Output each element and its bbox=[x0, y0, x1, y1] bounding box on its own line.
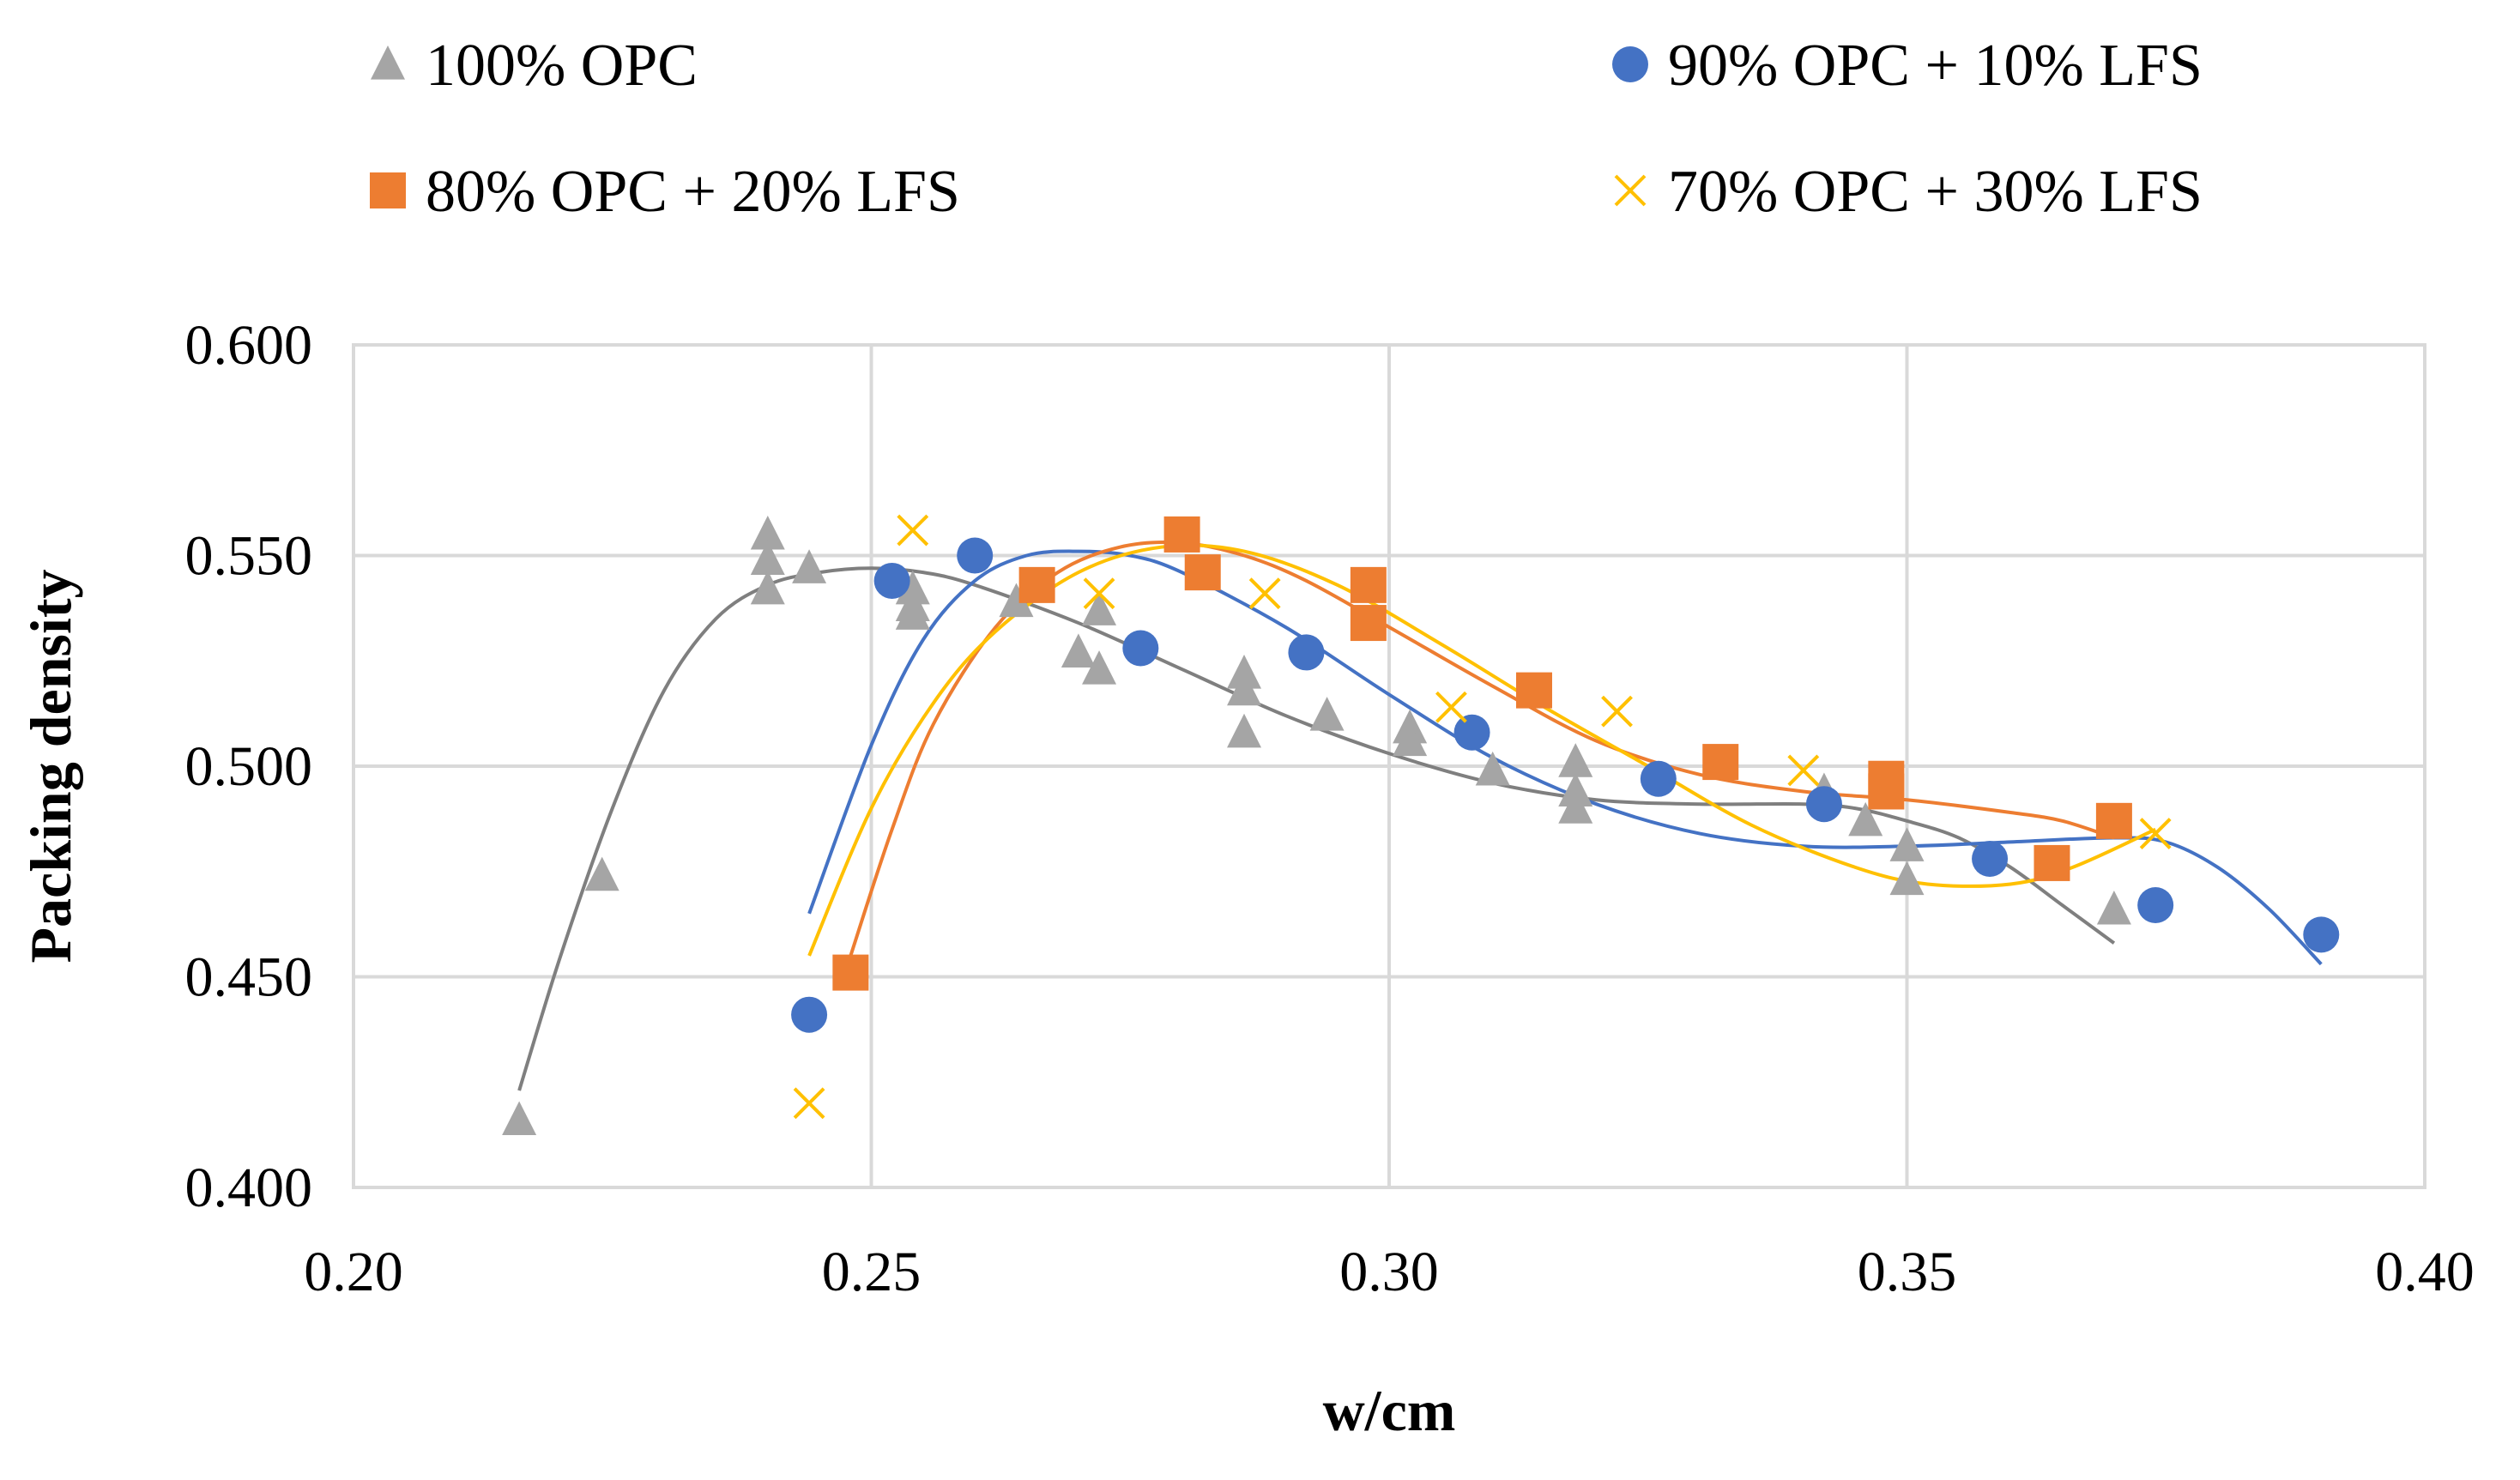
point-series-1 bbox=[1640, 760, 1677, 797]
point-series-2 bbox=[2034, 844, 2070, 881]
point-series-0 bbox=[1227, 713, 1262, 748]
trendline-series-1 bbox=[807, 549, 2323, 966]
point-series-3 bbox=[1787, 754, 1820, 787]
point-series-0 bbox=[1889, 861, 1925, 896]
point-series-1 bbox=[1805, 786, 1842, 823]
y-tick-label: 0.500 bbox=[185, 735, 313, 798]
legend-marker-1 bbox=[1612, 46, 1648, 82]
y-tick-label: 0.600 bbox=[185, 314, 313, 377]
y-tick-label: 0.400 bbox=[185, 1157, 313, 1219]
point-series-2 bbox=[1515, 672, 1552, 709]
point-series-3 bbox=[793, 1087, 825, 1120]
point-series-1 bbox=[1122, 630, 1159, 667]
legend-marker-0 bbox=[371, 45, 405, 80]
legend: 100% OPC 90% OPC + 10% LFS 80% OPC + 20% L… bbox=[370, 33, 2203, 225]
point-series-3 bbox=[1248, 577, 1281, 610]
point-series-1 bbox=[1453, 714, 1490, 751]
x-axis-title: w/cm bbox=[1323, 1378, 1456, 1443]
point-series-3 bbox=[2139, 818, 2172, 849]
point-series-0 bbox=[1889, 827, 1925, 861]
x-tick-label: 0.25 bbox=[822, 1241, 922, 1303]
x-tick-label: 0.30 bbox=[1339, 1241, 1439, 1303]
point-series-1 bbox=[791, 996, 828, 1033]
point-series-0 bbox=[584, 856, 619, 891]
point-series-1 bbox=[957, 537, 994, 574]
legend-label-3: 70% OPC + 30% LFS bbox=[1668, 159, 2203, 225]
point-series-2 bbox=[2095, 802, 2132, 839]
point-series-3 bbox=[897, 514, 929, 547]
x-tick-label: 0.35 bbox=[1858, 1241, 1957, 1303]
legend-label-0: 100% OPC bbox=[426, 33, 698, 99]
y-tick-label: 0.450 bbox=[185, 946, 313, 1009]
point-series-2 bbox=[1702, 744, 1739, 781]
point-series-3 bbox=[1083, 577, 1115, 610]
y-axis-title: Packing density bbox=[18, 569, 83, 963]
plot-area bbox=[352, 343, 2426, 1189]
point-series-2 bbox=[1184, 554, 1221, 591]
x-tick-label: 0.40 bbox=[2375, 1241, 2475, 1303]
point-series-0 bbox=[1082, 650, 1117, 685]
point-series-0 bbox=[750, 570, 785, 605]
point-series-0 bbox=[895, 595, 930, 630]
point-series-0 bbox=[502, 1101, 537, 1136]
y-tick-label: 0.550 bbox=[185, 525, 313, 588]
point-series-0 bbox=[1227, 671, 1262, 706]
point-series-2 bbox=[832, 954, 869, 991]
point-series-0 bbox=[2096, 890, 2131, 925]
trendlines bbox=[517, 541, 2323, 1091]
point-series-0 bbox=[750, 541, 785, 576]
point-series-0 bbox=[1393, 722, 1428, 757]
point-series-3 bbox=[1435, 691, 1467, 723]
point-series-2 bbox=[1868, 773, 1905, 810]
point-series-1 bbox=[873, 562, 910, 599]
data-points bbox=[502, 514, 2340, 1136]
trendline-series-0 bbox=[517, 566, 2116, 1091]
point-series-0 bbox=[792, 549, 827, 583]
point-series-0 bbox=[1848, 801, 1883, 837]
point-series-1 bbox=[1288, 634, 1325, 671]
point-series-3 bbox=[1601, 695, 1633, 728]
point-series-2 bbox=[1018, 566, 1055, 603]
point-series-2 bbox=[1350, 605, 1387, 642]
legend-marker-3 bbox=[1614, 174, 1647, 207]
point-series-1 bbox=[2303, 916, 2340, 953]
legend-marker-2 bbox=[370, 172, 406, 208]
x-tick-label: 0.20 bbox=[304, 1241, 403, 1303]
point-series-0 bbox=[1558, 789, 1593, 824]
point-series-1 bbox=[2137, 887, 2174, 924]
grid bbox=[352, 343, 2426, 1189]
point-series-0 bbox=[999, 583, 1034, 618]
legend-label-2: 80% OPC + 20% LFS bbox=[426, 159, 960, 225]
point-series-0 bbox=[1475, 751, 1510, 786]
point-series-2 bbox=[1350, 566, 1387, 603]
point-series-2 bbox=[1163, 516, 1200, 553]
point-series-0 bbox=[1061, 633, 1096, 668]
axis-ticks: 0.20 0.25 0.30 0.35 0.40 0.400 0.450 0.500 0.550… bbox=[185, 314, 2475, 1303]
point-series-0 bbox=[1558, 743, 1593, 777]
trendline-series-3 bbox=[807, 543, 2157, 957]
point-series-0 bbox=[750, 515, 785, 550]
trendline-series-2 bbox=[849, 541, 2115, 957]
legend-label-1: 90% OPC + 10% LFS bbox=[1668, 33, 2203, 99]
point-series-0 bbox=[1082, 591, 1117, 625]
point-series-1 bbox=[1972, 841, 2009, 878]
point-series-0 bbox=[1309, 697, 1345, 731]
